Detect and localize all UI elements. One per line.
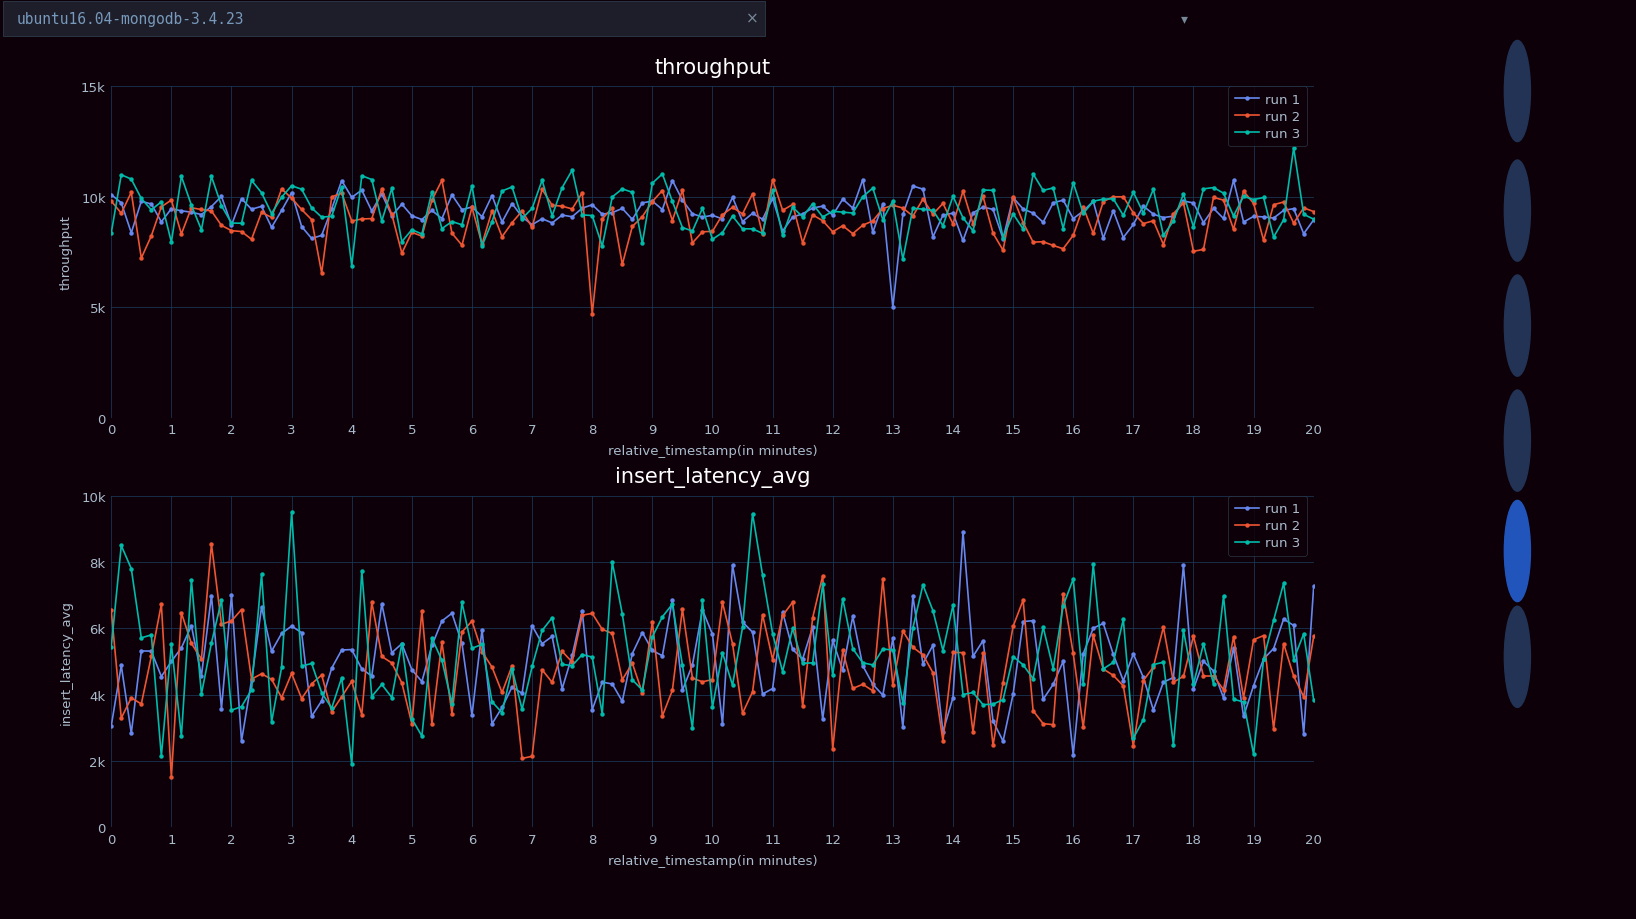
Circle shape (1505, 391, 1530, 492)
run 3 (221, 219, 242, 230)
Text: ubuntu16.04-mongodb-3.4.23: ubuntu16.04-mongodb-3.4.23 (16, 12, 244, 27)
run 3 (101, 641, 121, 652)
run 3 (342, 759, 362, 770)
X-axis label: relative_timestamp(in minutes): relative_timestamp(in minutes) (607, 854, 818, 867)
run 3 (393, 237, 412, 248)
run 1 (1304, 581, 1324, 592)
Circle shape (1505, 161, 1530, 262)
Line: run 2: run 2 (110, 542, 1315, 779)
Text: ▾: ▾ (1181, 12, 1188, 27)
run 1 (933, 210, 952, 221)
Circle shape (1505, 607, 1530, 708)
run 3 (1304, 214, 1324, 225)
FancyBboxPatch shape (3, 2, 766, 37)
run 2 (101, 197, 121, 208)
run 2 (933, 736, 952, 747)
run 1 (852, 175, 872, 186)
run 2 (242, 674, 262, 685)
Circle shape (1505, 276, 1530, 377)
run 1 (612, 204, 631, 215)
run 3 (281, 507, 301, 518)
run 1 (381, 648, 401, 659)
run 3 (1284, 143, 1304, 154)
run 3 (923, 206, 942, 217)
run 3 (101, 228, 121, 239)
run 1 (954, 527, 973, 538)
Title: insert_latency_avg: insert_latency_avg (615, 467, 810, 487)
run 1 (381, 211, 401, 222)
Y-axis label: throughput: throughput (59, 215, 72, 290)
run 2 (1304, 631, 1324, 642)
run 3 (1234, 192, 1253, 203)
Line: run 2: run 2 (110, 178, 1315, 317)
Legend: run 1, run 2, run 3: run 1, run 2, run 3 (1229, 87, 1307, 147)
run 2 (162, 772, 182, 783)
Line: run 3: run 3 (110, 146, 1315, 268)
run 3 (864, 184, 883, 195)
Line: run 1: run 1 (110, 530, 1315, 757)
run 2 (221, 226, 242, 237)
run 1 (883, 302, 903, 313)
run 2 (633, 687, 653, 698)
run 2 (381, 210, 401, 221)
run 1 (1243, 211, 1263, 222)
Title: throughput: throughput (654, 58, 771, 77)
run 2 (201, 539, 221, 550)
run 2 (762, 175, 782, 186)
run 3 (874, 644, 893, 655)
run 3 (933, 645, 952, 656)
run 1 (1304, 215, 1324, 226)
Y-axis label: insert_latency_avg: insert_latency_avg (61, 599, 72, 724)
run 1 (221, 590, 242, 601)
Text: ×: × (746, 12, 759, 27)
run 3 (622, 187, 641, 199)
run 2 (1304, 207, 1324, 218)
run 2 (1243, 199, 1263, 210)
run 1 (101, 720, 121, 732)
run 2 (933, 199, 952, 210)
run 1 (852, 661, 872, 672)
X-axis label: relative_timestamp(in minutes): relative_timestamp(in minutes) (607, 445, 818, 458)
run 3 (402, 713, 422, 724)
run 2 (622, 221, 641, 233)
Circle shape (1505, 41, 1530, 142)
run 1 (101, 190, 121, 201)
run 3 (633, 685, 653, 696)
run 3 (342, 261, 362, 272)
run 2 (874, 573, 893, 584)
run 1 (1243, 680, 1263, 691)
Circle shape (1505, 501, 1530, 602)
run 1 (612, 696, 631, 707)
Legend: run 1, run 2, run 3: run 1, run 2, run 3 (1229, 496, 1307, 556)
run 2 (101, 606, 121, 617)
run 3 (221, 705, 242, 716)
run 1 (864, 228, 883, 239)
run 2 (1243, 634, 1263, 645)
run 2 (582, 309, 602, 320)
run 1 (221, 221, 242, 232)
run 2 (402, 719, 422, 730)
run 3 (1304, 695, 1324, 706)
run 1 (1063, 750, 1083, 761)
Line: run 3: run 3 (110, 511, 1315, 766)
run 1 (913, 658, 933, 669)
Line: run 1: run 1 (110, 178, 1315, 310)
run 2 (874, 204, 893, 215)
run 3 (1243, 749, 1263, 760)
